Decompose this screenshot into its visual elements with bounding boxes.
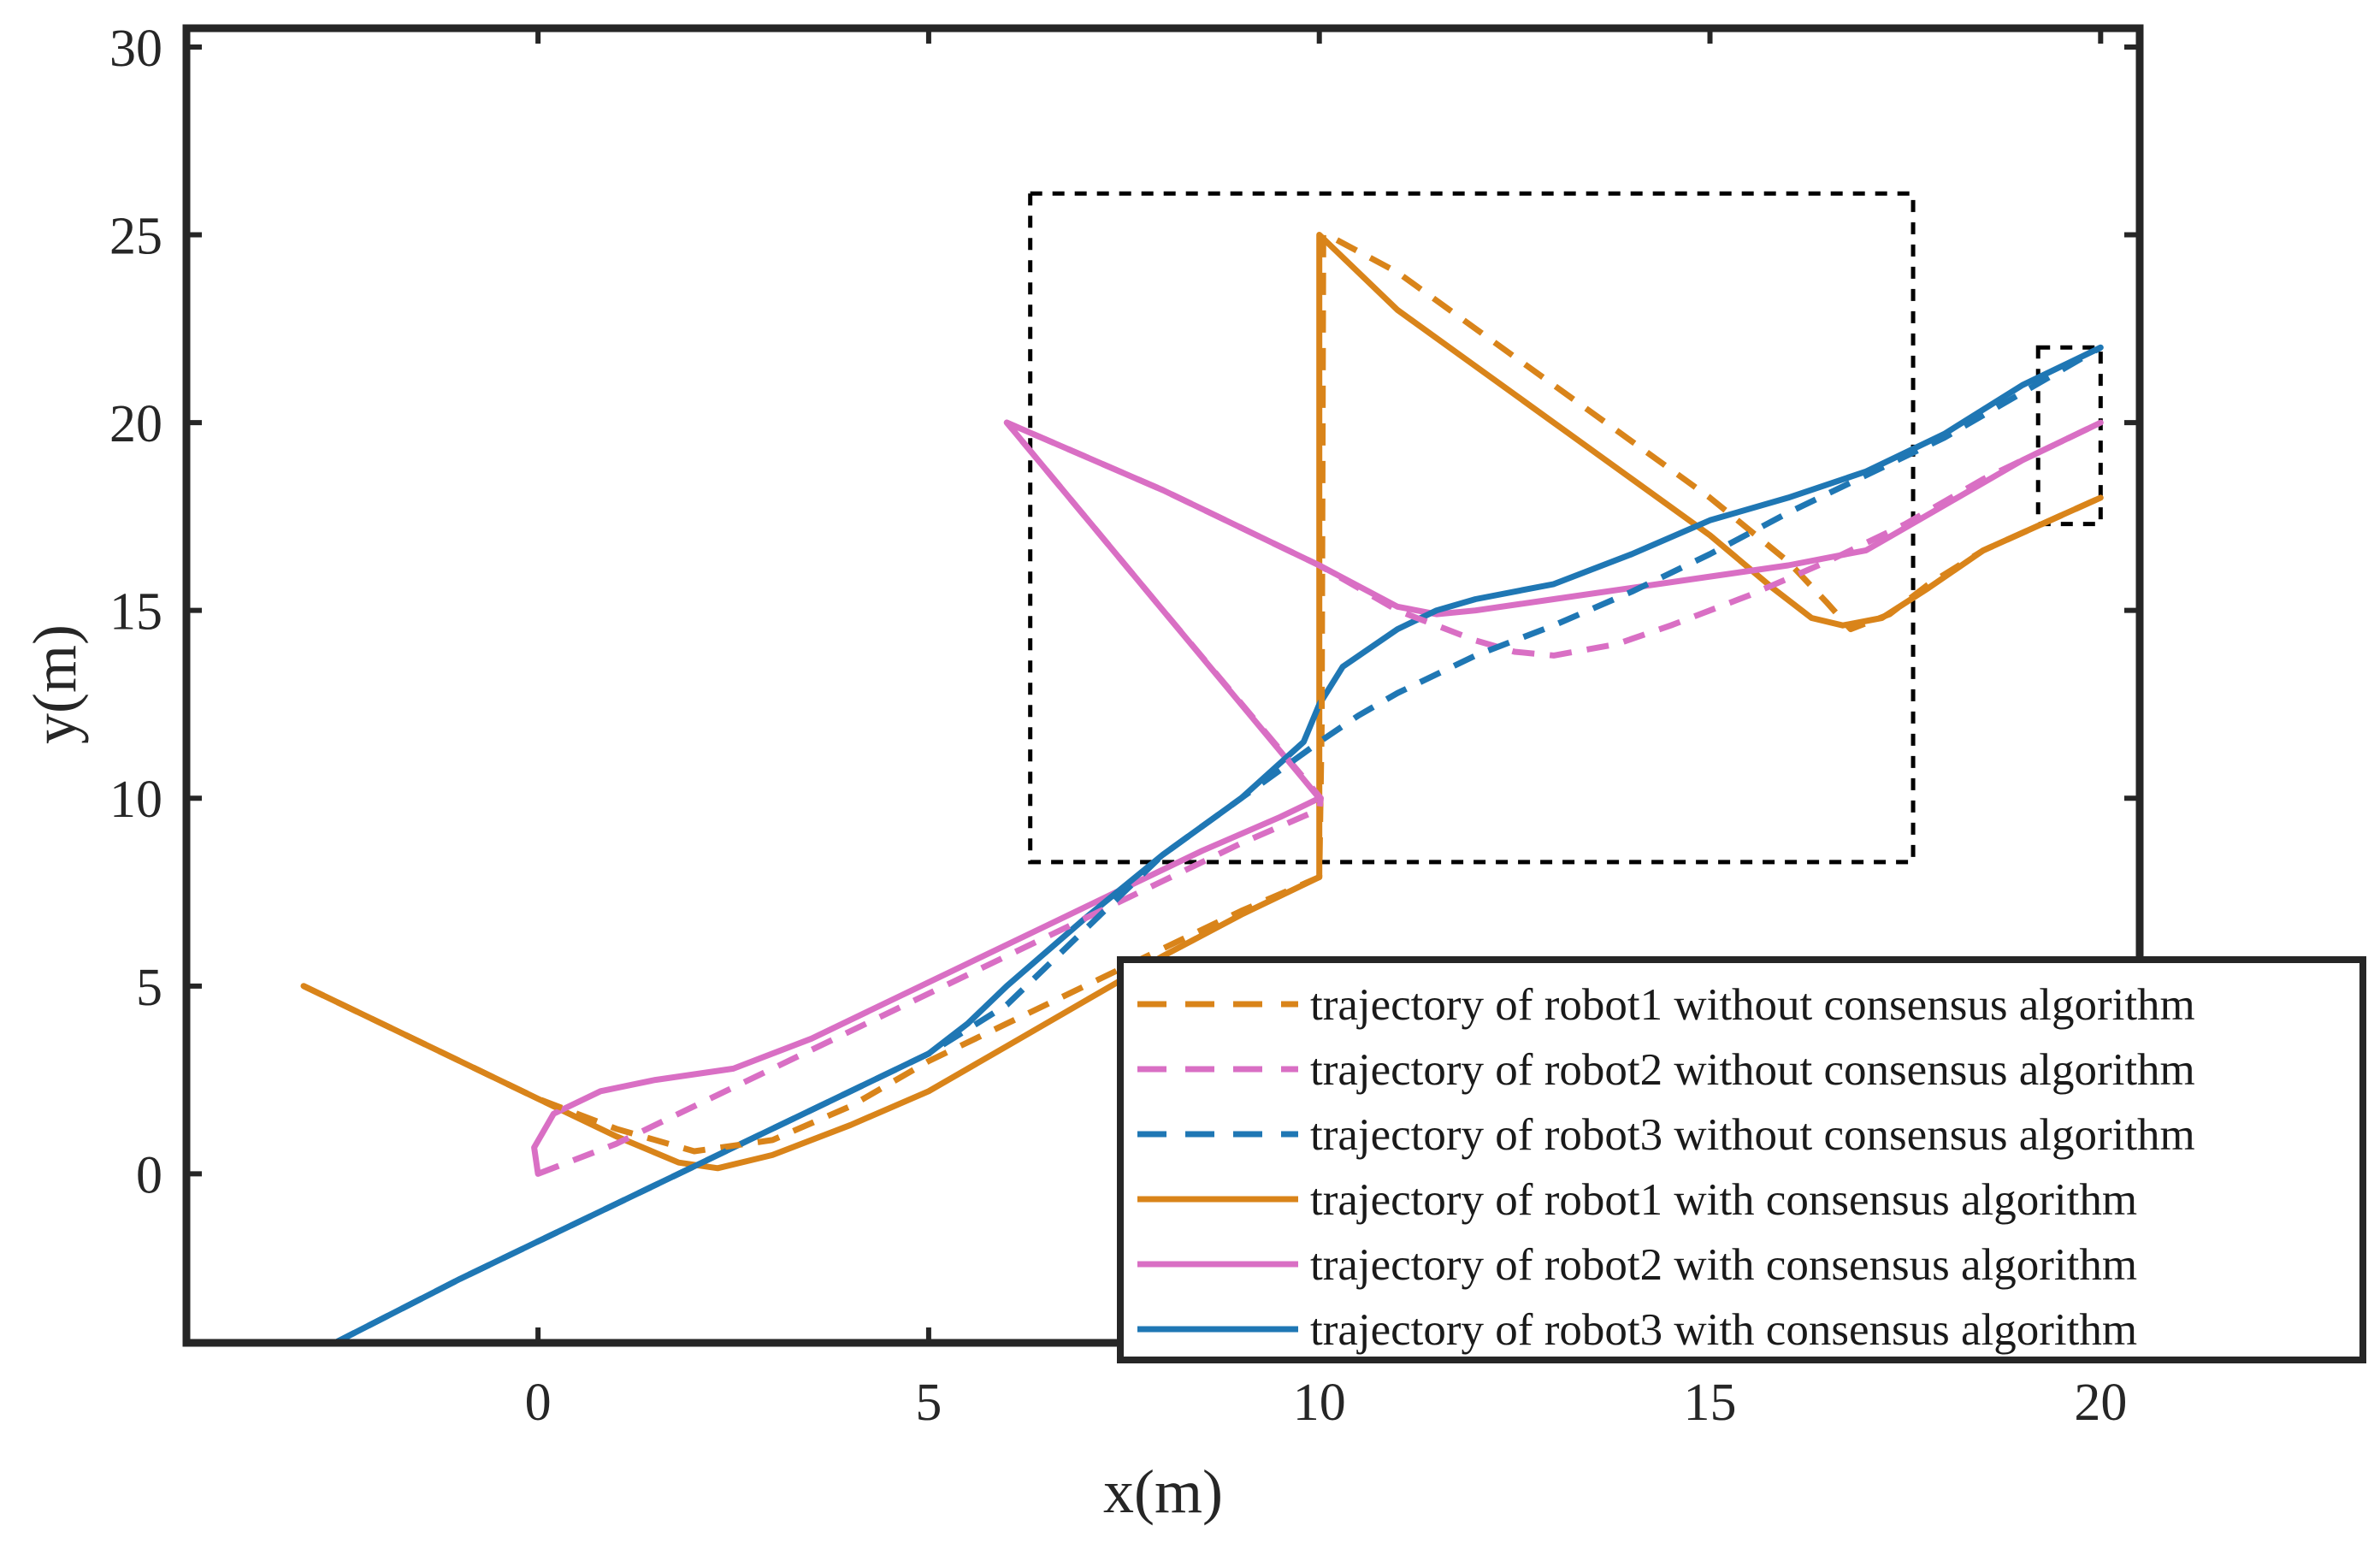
y-tick-label: 0 [136, 1146, 162, 1204]
annotation-layer [1028, 191, 2103, 865]
series-line-3 [334, 345, 2103, 1346]
series-line-2 [536, 419, 2102, 1177]
x-tick-label: 15 [1684, 1374, 1737, 1432]
y-tick-label: 10 [109, 771, 162, 829]
dashed-box-2 [2035, 345, 2103, 527]
y-axis-title: y(m) [21, 624, 89, 744]
legend-items: trajectory of robot1 without consensus a… [1137, 980, 2195, 1355]
legend-label-2: trajectory of robot2 without consensus a… [1310, 1045, 2195, 1095]
series-line-1 [302, 232, 2102, 1155]
x-tick-label: 5 [915, 1374, 942, 1432]
legend-label-6: trajectory of robot3 with consensus algo… [1310, 1305, 2137, 1355]
series-line-5 [531, 419, 2104, 1177]
x-tick-label: 10 [1293, 1374, 1346, 1432]
y-tick-label: 15 [109, 583, 162, 641]
x-tick-label: 0 [525, 1374, 552, 1432]
tick-layer [186, 28, 2140, 1343]
y-tick-label: 5 [136, 959, 162, 1017]
legend-label-5: trajectory of robot2 with consensus algo… [1310, 1240, 2137, 1290]
dashed-box-1 [1028, 191, 1916, 865]
tick-label-layer: 0 5 10 15 20 0 5 10 15 20 25 30 [109, 20, 2127, 1432]
y-tick-label: 20 [109, 395, 162, 453]
legend: trajectory of robot1 without consensus a… [1117, 956, 2366, 1363]
y-tick-label: 30 [109, 20, 162, 78]
legend-label-4: trajectory of robot1 with consensus algo… [1310, 1175, 2137, 1225]
legend-label-1: trajectory of robot1 without consensus a… [1310, 980, 2195, 1030]
legend-label-3: trajectory of robot3 without consensus a… [1310, 1110, 2195, 1160]
x-axis-title: x(m) [1103, 1457, 1223, 1526]
y-tick-label: 25 [109, 208, 162, 266]
legend-box [1117, 956, 2366, 1363]
x-tick-label: 20 [2074, 1374, 2127, 1432]
series-layer [300, 232, 2104, 1346]
